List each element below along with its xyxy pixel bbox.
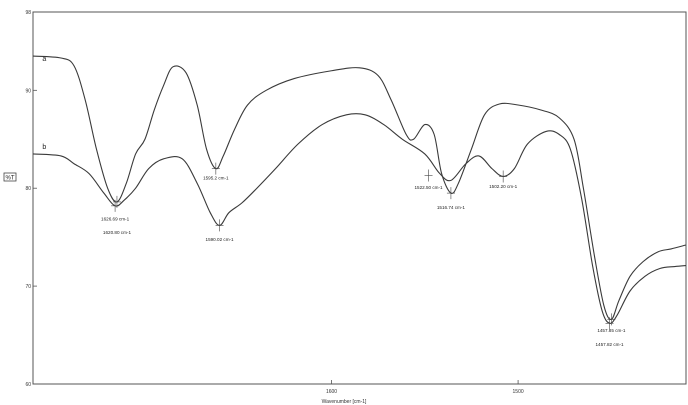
y-tick-label: 80 bbox=[25, 186, 31, 192]
y-axis-title: %T bbox=[6, 176, 15, 182]
peak-label: 1626.69 cm-1 bbox=[101, 217, 130, 222]
plot-frame bbox=[32, 11, 687, 385]
peak-label: 1595.2 cm-1 bbox=[203, 175, 229, 180]
peak-label: 1522.50 cm-1 bbox=[414, 185, 443, 190]
x-axis-title: Wavenumber [cm-1] bbox=[322, 399, 367, 405]
axis-ticks: 60 70 80 90 98 1600 1500 bbox=[25, 10, 523, 395]
x-tick-label: 1600 bbox=[326, 389, 337, 395]
y-tick-label: 70 bbox=[25, 284, 31, 290]
series-line-a bbox=[32, 55, 687, 321]
series-label-a: a bbox=[42, 56, 46, 63]
peak-label: 1502.20 cm-1 bbox=[489, 184, 518, 189]
peak-label: 1516.74 cm-1 bbox=[437, 205, 466, 210]
series-label-b: b bbox=[42, 144, 46, 151]
y-axis-title-box: %T bbox=[3, 172, 17, 182]
series-line-b bbox=[32, 113, 687, 324]
y-tick-label: 90 bbox=[25, 88, 31, 94]
peak-label: 1457.85 cm-1 bbox=[597, 328, 626, 333]
y-tick-label: 60 bbox=[25, 382, 31, 388]
series-group: ab bbox=[32, 55, 687, 324]
x-tick-label: 1500 bbox=[513, 389, 524, 395]
annotations-group: 1626.69 cm-1 1620.80 cm-1 1595.2 cm-1 1590.… bbox=[101, 162, 626, 347]
peak-label: 1590.02 cm-1 bbox=[206, 237, 235, 242]
y-tick-label: 98 bbox=[25, 10, 31, 16]
peak-label: 1620.80 cm-1 bbox=[103, 230, 132, 235]
peak-label: 1457.82 cm-1 bbox=[595, 342, 624, 347]
